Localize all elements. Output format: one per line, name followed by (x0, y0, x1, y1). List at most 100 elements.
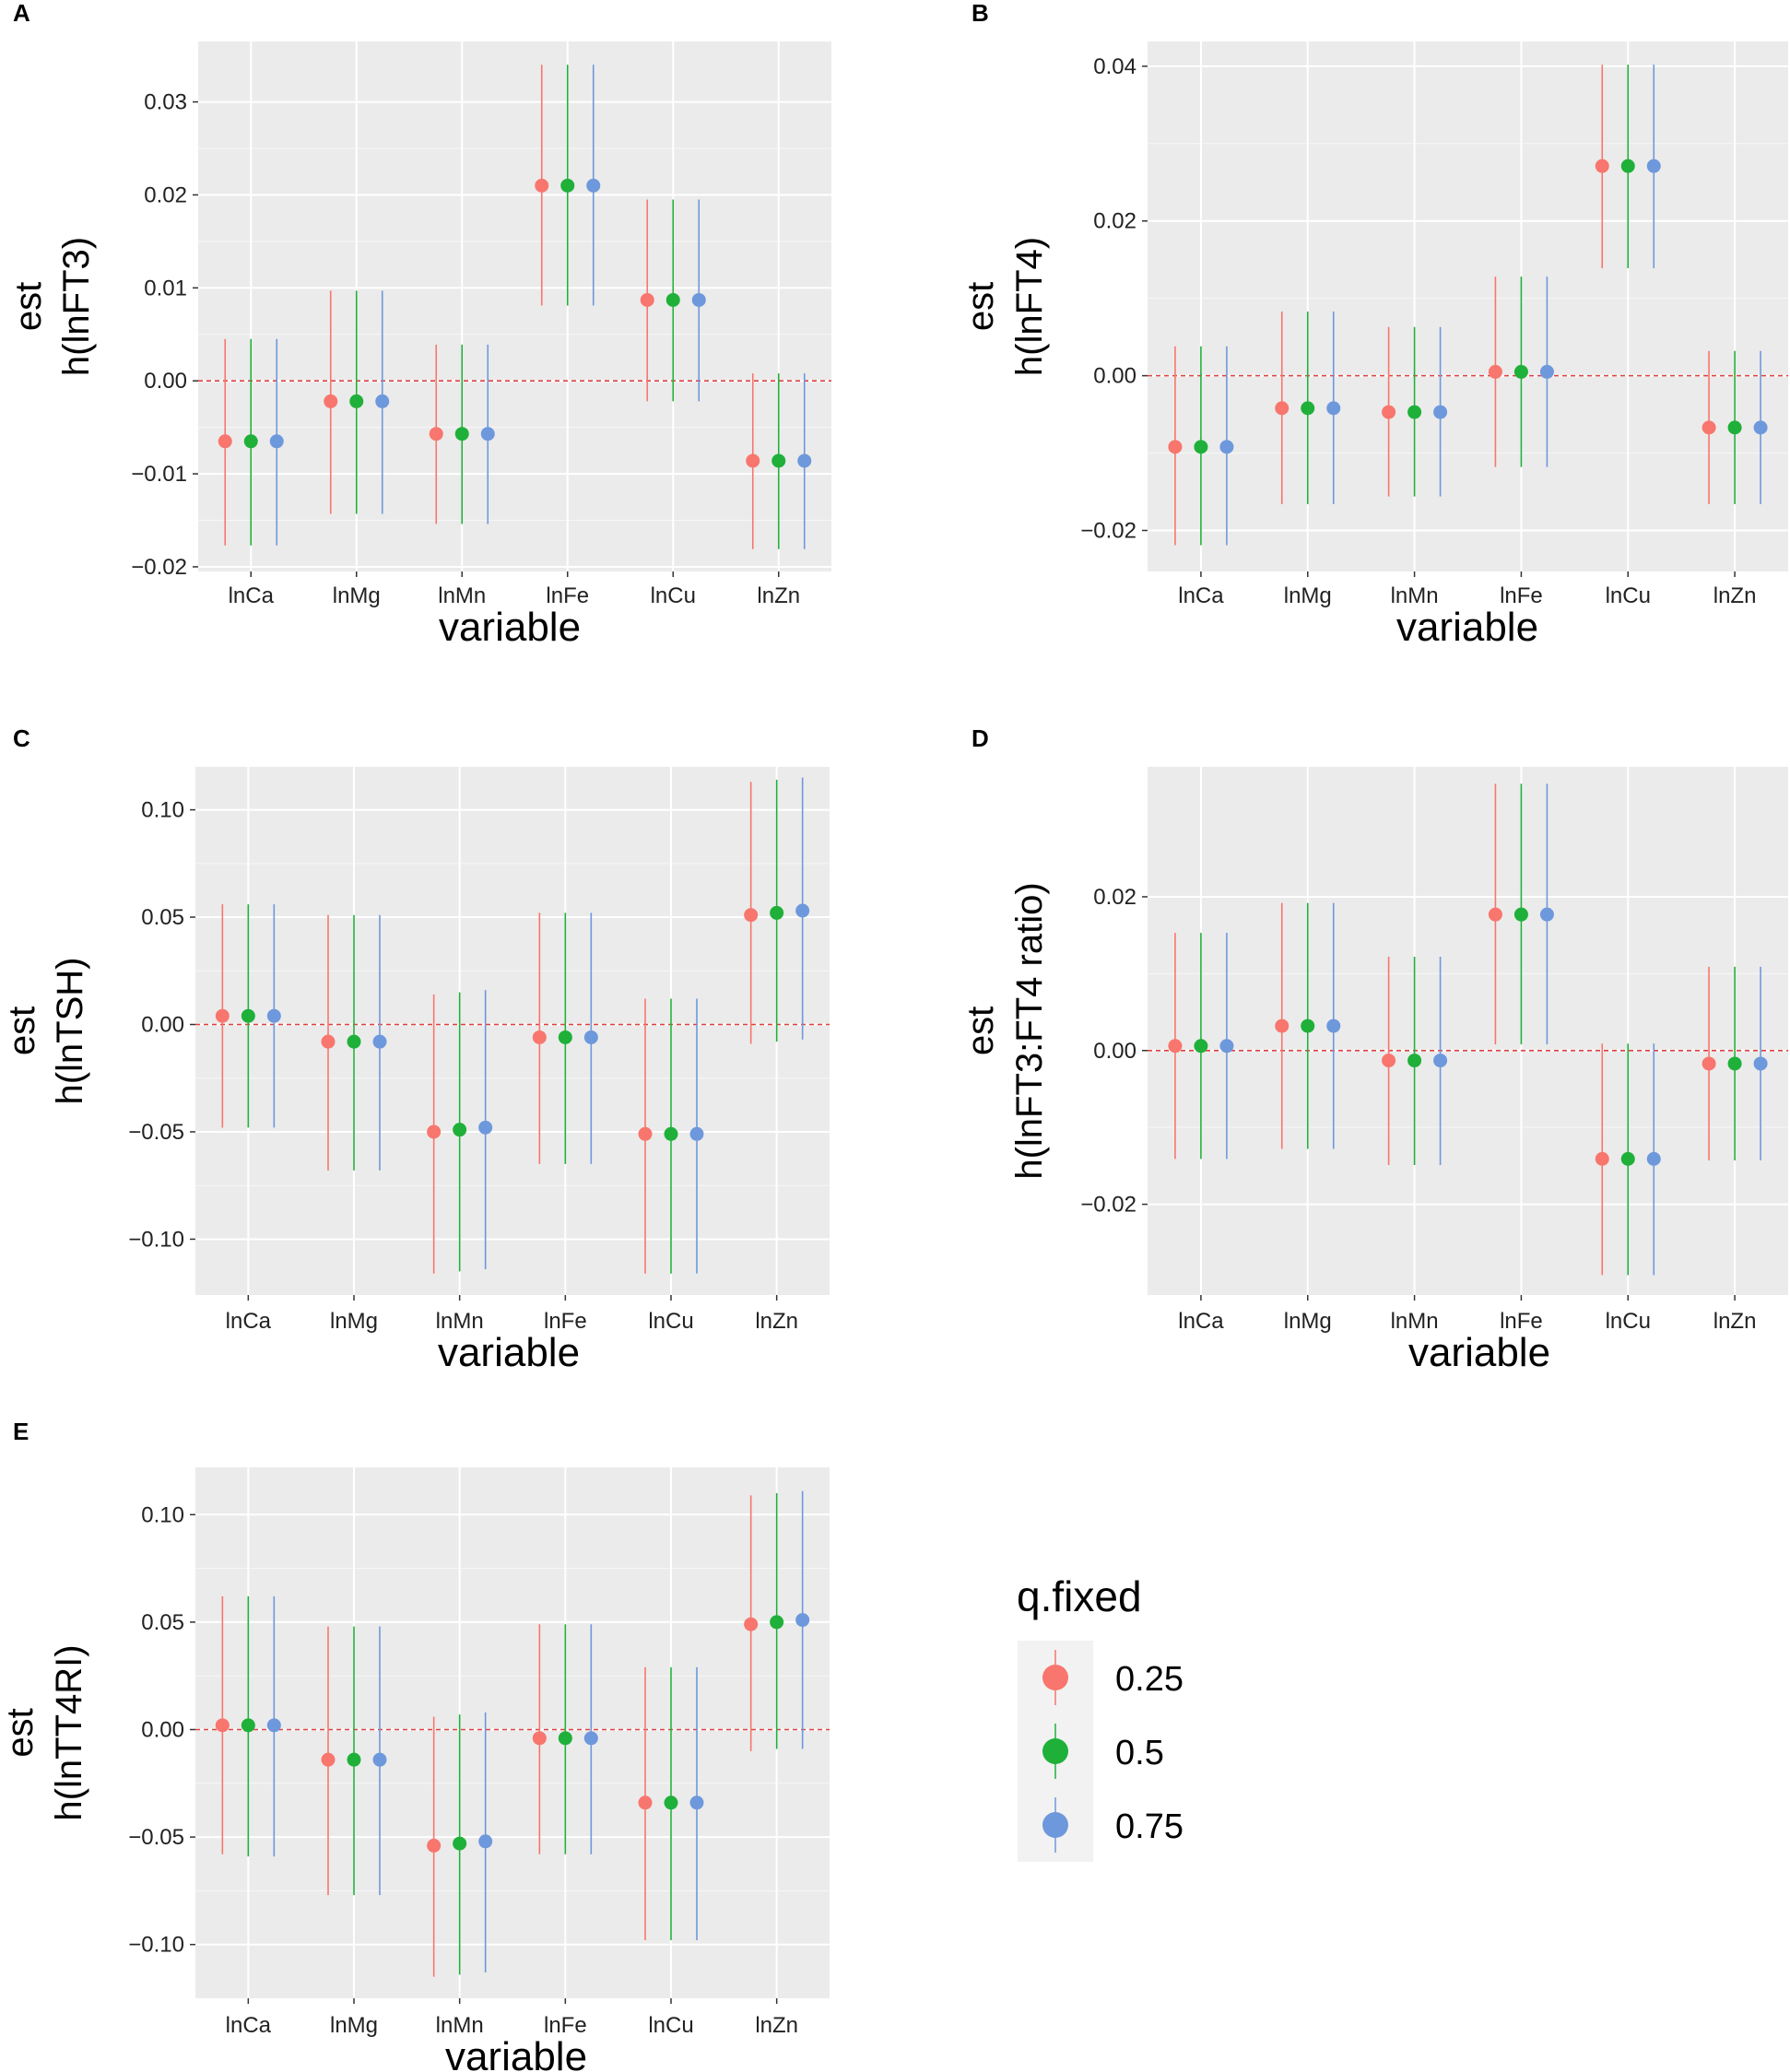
x-tick-label-lnMn: lnMn (1391, 1309, 1439, 1334)
x-tick-label-lnMn: lnMn (436, 2013, 484, 2038)
point-0.75-lnFe (1539, 907, 1554, 922)
point-0.25-lnCa (218, 434, 232, 449)
point-0.75-lnCu (1646, 159, 1661, 173)
point-0.25-lnMg (324, 394, 338, 408)
x-axis-title: variable (1408, 1330, 1550, 1375)
y-tick-label: 0.00 (141, 1718, 184, 1743)
point-0.75-lnZn (1753, 1056, 1768, 1071)
y-tick-label: 0.02 (1093, 885, 1136, 910)
legend: q.fixed 0.25 0.5 0.75 (1017, 1572, 1184, 1862)
point-0.25-lnMn (429, 427, 443, 441)
point-0.75-lnMg (1326, 401, 1341, 416)
y-tick-label: −0.02 (1080, 1193, 1136, 1218)
x-tick-label-lnZn: lnZn (1713, 583, 1757, 608)
point-0.25-lnZn (1702, 1056, 1716, 1071)
panel-letter-d: D (972, 724, 989, 752)
point-0.25-lnMn (427, 1838, 442, 1853)
y-tick-label: 0.05 (141, 905, 184, 930)
point-0.25-lnMg (321, 1034, 336, 1049)
x-tick-label-lnMg: lnMg (333, 583, 381, 608)
y-tick-label: −0.02 (1080, 519, 1136, 544)
point-0.25-lnCa (1168, 1039, 1183, 1054)
point-0.5-lnZn (1727, 1056, 1742, 1071)
point-0.5-lnMg (349, 394, 364, 408)
y-tick-label: 0.01 (144, 276, 187, 300)
point-0.25-lnCu (638, 1126, 653, 1141)
point-0.5-lnFe (1513, 907, 1528, 922)
y-axis-title-line1: est (960, 282, 1001, 331)
legend-key-0.75 (1042, 1797, 1068, 1853)
point-0.75-lnCu (689, 1126, 704, 1141)
y-tick-label: −0.05 (128, 1825, 184, 1850)
plot-background (198, 41, 831, 571)
point-0.75-lnCa (266, 1718, 281, 1733)
point-0.75-lnFe (1539, 364, 1554, 379)
point-0.75-lnFe (583, 1030, 598, 1044)
point-0.75-lnZn (795, 1613, 810, 1628)
point-0.25-lnFe (535, 178, 549, 193)
point-0.75-lnCa (1219, 1039, 1234, 1054)
point-0.5-lnMn (1407, 1054, 1422, 1068)
plot-background (195, 1467, 830, 1998)
x-tick-label-lnCa: lnCa (226, 2013, 272, 2038)
point-0.5-lnMn (1407, 405, 1422, 419)
point-0.25-lnMg (1275, 1018, 1290, 1033)
plot-background (195, 767, 830, 1295)
legend-key-0.5 (1042, 1724, 1068, 1779)
point-0.5-lnFe (1513, 364, 1528, 379)
plot-background (1148, 767, 1788, 1295)
point-0.25-lnCu (638, 1795, 653, 1810)
point-0.5-lnCa (241, 1718, 255, 1733)
y-tick-label: 0.00 (144, 369, 187, 394)
x-tick-label-lnCu: lnCu (651, 583, 696, 608)
point-0.5-lnZn (1727, 420, 1742, 435)
x-tick-label-lnCu: lnCu (648, 2013, 693, 2038)
point-0.25-lnZn (744, 1617, 759, 1631)
y-axis-title-line2: h(lnTT4RI) (49, 1644, 89, 1820)
x-tick-label-lnMn: lnMn (438, 583, 486, 608)
point-0.25-lnCu (1595, 159, 1609, 173)
y-axis-title-line2: h(lnFT4) (1009, 237, 1050, 376)
point-0.25-lnCa (215, 1008, 230, 1023)
x-tick-label-lnMg: lnMg (330, 2013, 378, 2038)
y-tick-label: 0.00 (1093, 1039, 1136, 1064)
y-tick-label: −0.10 (128, 1227, 184, 1252)
panel-letter-c: C (13, 724, 30, 752)
point-0.25-lnCa (215, 1718, 230, 1733)
point-0.75-lnMg (372, 1752, 387, 1767)
point-0.5-lnCu (664, 1126, 678, 1141)
point-0.25-lnZn (746, 453, 760, 468)
point-0.75-lnZn (795, 903, 810, 918)
x-tick-label-lnZn: lnZn (1713, 1309, 1757, 1334)
point-0.25-lnCa (1168, 440, 1183, 454)
point-0.75-lnCu (689, 1795, 704, 1810)
point-0.5-lnZn (771, 453, 786, 468)
point-0.75-lnMg (372, 1034, 387, 1049)
x-tick-label-lnMg: lnMg (330, 1309, 378, 1334)
y-tick-label: 0.03 (144, 90, 187, 115)
x-tick-label-lnCu: lnCu (1606, 1309, 1651, 1334)
point-0.75-lnFe (586, 178, 601, 193)
y-axis-title-line1: est (8, 282, 49, 331)
legend-label-0.75: 0.75 (1115, 1807, 1184, 1846)
y-tick-label: 0.05 (141, 1610, 184, 1635)
point-0.5-lnMg (347, 1034, 361, 1049)
x-tick-label-lnFe: lnFe (544, 2013, 587, 2038)
point-0.25-lnCu (640, 292, 654, 307)
point-0.5-lnCa (243, 434, 258, 449)
y-tick-label: −0.01 (131, 462, 187, 487)
point-0.25-lnFe (1488, 364, 1502, 379)
y-tick-label: 0.10 (141, 798, 184, 823)
point-0.75-lnMn (1433, 405, 1448, 419)
x-tick-label-lnFe: lnFe (544, 1309, 587, 1334)
panel-c: C −0.10 −0.05 0.00 0.05 0.10 lnCa lnMg lnMn lnFe l… (2, 724, 830, 1375)
point-0.75-lnZn (797, 453, 812, 468)
point-0.5-lnZn (770, 905, 784, 920)
point-0.5-lnCu (1620, 1151, 1635, 1166)
point-0.5-lnFe (558, 1731, 572, 1746)
y-axis-title-line2: h(lnFT3) (56, 237, 97, 376)
point-0.5-lnMg (347, 1752, 361, 1767)
legend-title: q.fixed (1017, 1572, 1142, 1620)
point-0.75-lnCa (1219, 440, 1234, 454)
